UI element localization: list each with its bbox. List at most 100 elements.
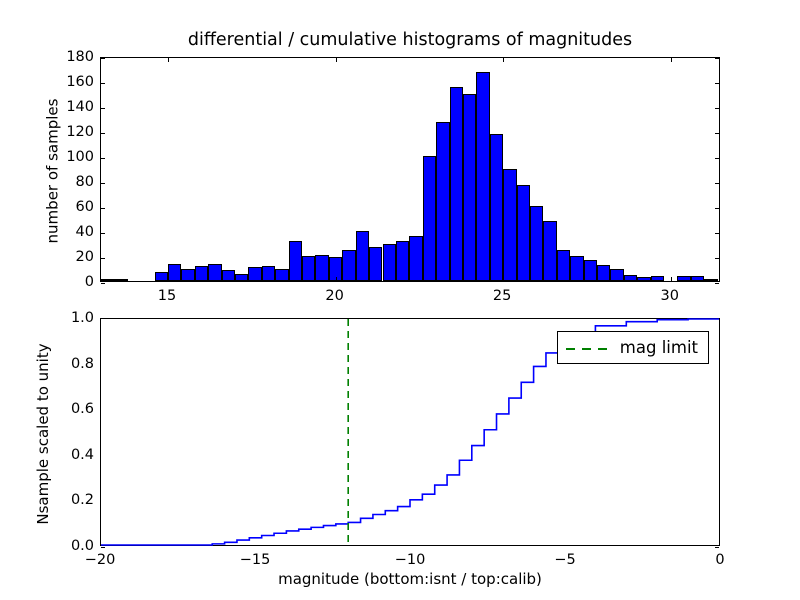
histogram-bar (422, 156, 437, 281)
y-tick-label: 100 (66, 149, 94, 165)
y-tick-label: 0.2 (70, 492, 94, 509)
y-tick-label: 0.8 (70, 355, 94, 372)
histogram-bar (248, 267, 262, 281)
y-tick-mark (101, 547, 105, 548)
x-tick-mark (335, 277, 337, 281)
y-tick-label: 60 (75, 199, 94, 215)
y-tick-mark (715, 108, 719, 109)
y-tick-mark (715, 208, 719, 209)
x-tick-label: 15 (157, 288, 177, 304)
y-tick-label: 0 (84, 274, 94, 290)
y-tick-mark (101, 208, 105, 209)
histogram-bar (543, 221, 557, 281)
y-tick-mark (101, 108, 105, 109)
y-tick-mark (101, 58, 105, 59)
mag-limit-legend-swatch (565, 347, 608, 350)
x-tick-mark (503, 277, 505, 281)
x-tick-mark (670, 277, 672, 281)
x-tick-label: 20 (325, 288, 344, 304)
histogram-bar (610, 268, 624, 281)
x-tick-mark (335, 58, 337, 62)
y-tick-label: 120 (66, 124, 94, 140)
histogram-bar (261, 266, 276, 281)
x-tick-label: −10 (394, 552, 426, 568)
x-tick-label: −15 (239, 552, 271, 568)
histogram-bar (288, 241, 303, 281)
histogram-bar (503, 168, 517, 281)
histogram-bar (436, 122, 450, 281)
histogram-bar (154, 272, 168, 281)
histogram-bar (570, 256, 584, 281)
histogram-bar (529, 206, 544, 281)
histogram-bar (101, 279, 115, 281)
x-tick-mark (503, 58, 505, 62)
y-tick-mark (715, 183, 719, 184)
y-tick-mark (715, 83, 719, 84)
y-tick-mark (715, 58, 719, 59)
histogram-bar (315, 254, 329, 281)
y-tick-label: 1.0 (70, 310, 94, 326)
y-tick-mark (715, 547, 719, 548)
histogram-bar (677, 276, 691, 281)
x-tick-label: −20 (84, 552, 116, 568)
y-tick-mark (101, 258, 105, 259)
histogram-bar (382, 243, 396, 281)
x-tick-label: 30 (660, 288, 679, 304)
histogram-bar (597, 264, 611, 281)
x-tick-mark (168, 277, 170, 281)
y-tick-mark (715, 233, 719, 234)
y-tick-mark (101, 83, 105, 84)
y-tick-mark (101, 158, 105, 159)
bottom-cumulative-axes: mag limit (100, 318, 720, 548)
histogram-bar (637, 277, 651, 281)
top-histogram-axes (100, 57, 720, 284)
histogram-bar (302, 256, 316, 281)
histogram-bar (449, 87, 463, 281)
histogram-bar (650, 276, 664, 281)
histogram-bar (168, 263, 182, 281)
histogram-bar (355, 231, 370, 281)
histogram-bar (275, 268, 289, 281)
y-tick-label: 0.0 (70, 538, 94, 554)
histogram-bar (409, 236, 423, 281)
y-tick-mark (101, 233, 105, 234)
histogram-bar (476, 72, 490, 281)
histogram-bar (690, 276, 705, 281)
x-tick-label: 0 (715, 552, 725, 568)
legend-label-mag-limit: mag limit (619, 338, 698, 357)
y-tick-mark (715, 133, 719, 134)
histogram-bar (462, 93, 477, 281)
y-tick-mark (101, 183, 105, 184)
y-tick-label: 160 (66, 74, 94, 90)
histogram-bar (489, 133, 504, 281)
histogram-bar (395, 241, 410, 281)
y-tick-mark (715, 283, 719, 284)
histogram-bar (342, 249, 356, 281)
bottom-axis-xlabel: magnitude (bottom:isnt / top:calib) (278, 570, 542, 588)
y-tick-mark (715, 158, 719, 159)
y-tick-label: 80 (75, 174, 94, 190)
y-tick-label: 0.4 (70, 446, 94, 463)
histogram-bar (556, 249, 571, 281)
histogram-bar (221, 269, 236, 281)
y-tick-label: 20 (75, 249, 94, 265)
histogram-bar (194, 266, 209, 281)
histogram-bar (516, 184, 530, 281)
legend-box: mag limit (556, 331, 709, 364)
y-tick-label: 140 (66, 99, 94, 115)
histogram-bars (101, 58, 719, 281)
y-tick-mark (101, 133, 105, 134)
histogram-bar (583, 259, 597, 281)
histogram-bar (328, 257, 343, 281)
y-tick-label: 0.6 (70, 401, 94, 418)
y-tick-label: 180 (66, 49, 94, 65)
bottom-axis-ylabel: Nsample scaled to unity (34, 343, 52, 525)
y-tick-label: 40 (75, 224, 94, 240)
histogram-bar (623, 274, 638, 281)
histogram-bar (704, 279, 718, 281)
histogram-bar (114, 279, 128, 281)
y-tick-mark (101, 283, 105, 284)
histogram-bar (208, 263, 222, 281)
figure-title: differential / cumulative histograms of … (187, 30, 633, 50)
